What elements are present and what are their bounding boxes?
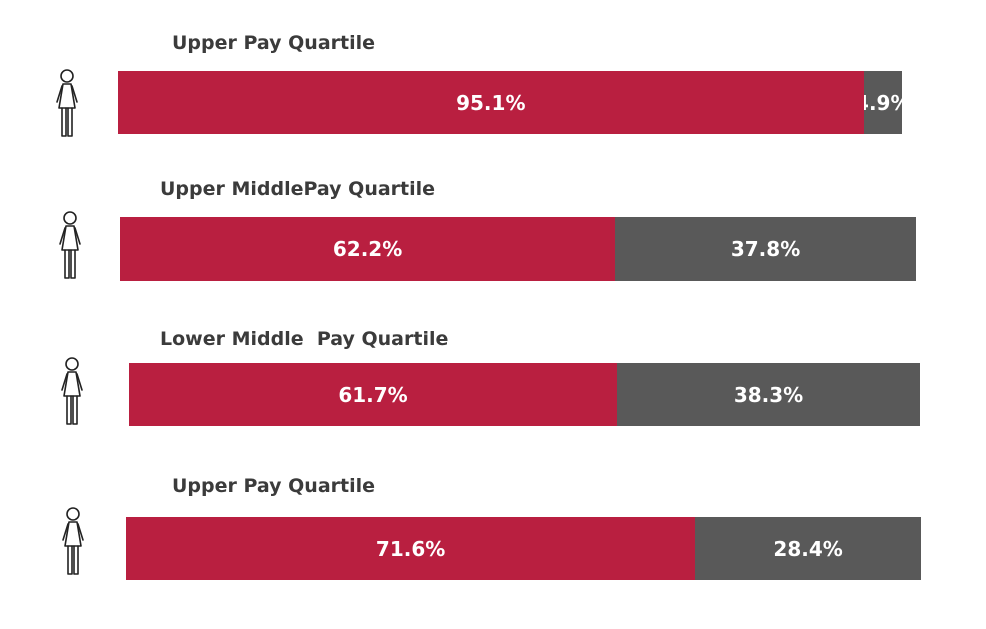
bar-segment-series-1: 61.7%: [129, 363, 618, 426]
bar-row-4: 71.6% 28.4%: [126, 517, 921, 580]
woman-icon: [56, 356, 88, 428]
row-title-4: Upper Pay Quartile: [172, 475, 376, 497]
bar-segment-series-1: 71.6%: [126, 517, 696, 580]
woman-icon: [57, 506, 89, 578]
bar-row-3: 61.7% 38.3%: [129, 363, 920, 426]
woman-icon: [54, 210, 86, 282]
bar-segment-series-1: 95.1%: [118, 71, 864, 134]
row-title-1: Upper Pay Quartile: [172, 32, 376, 54]
bar-segment-series-2: 37.8%: [615, 217, 916, 281]
woman-icon: [51, 68, 83, 140]
bar-segment-series-1: 62.2%: [120, 217, 616, 281]
bar-segment-series-2: 28.4%: [695, 517, 921, 580]
row-title-3: Lower Middle Pay Quartile: [160, 328, 449, 350]
bar-segment-series-2: 38.3%: [617, 363, 920, 426]
bar-row-1: 95.1% 4.9%: [118, 71, 902, 134]
bar-segment-series-2: 4.9%: [863, 71, 902, 134]
row-title-2: Upper MiddlePay Quartile: [160, 178, 436, 200]
bar-row-2: 62.2% 37.8%: [120, 217, 916, 281]
